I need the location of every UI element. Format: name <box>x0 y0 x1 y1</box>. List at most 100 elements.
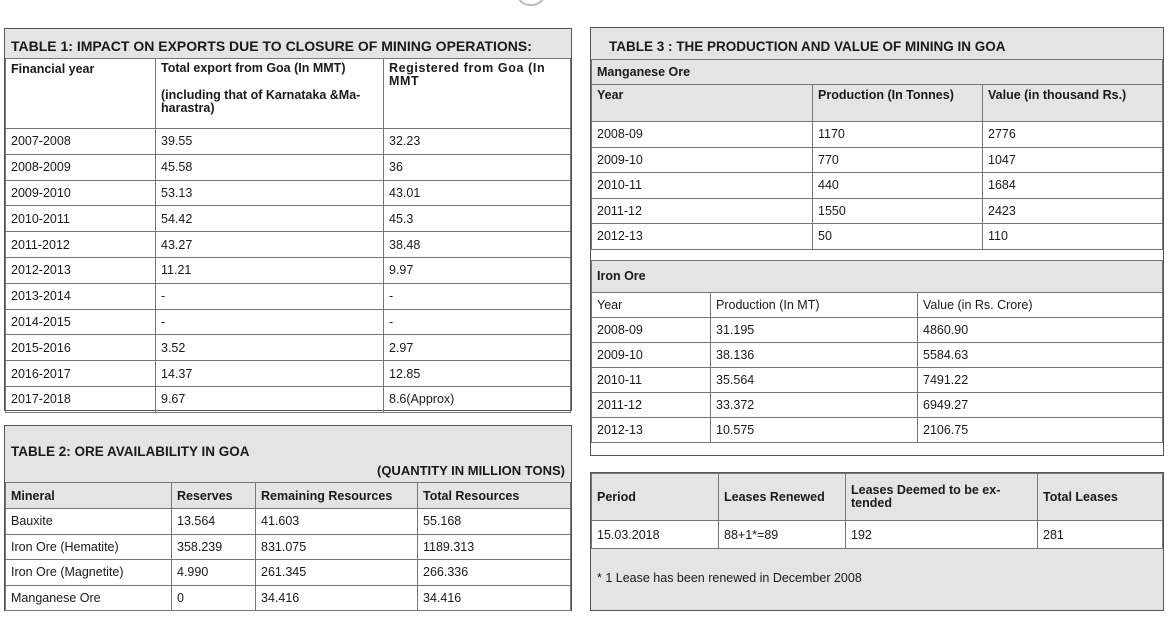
table1-cell: - <box>383 308 571 336</box>
table1-cell: 2013-2014 <box>5 282 156 310</box>
manganese-cell: 1170 <box>812 121 983 148</box>
table1-cell: 8.6(Approx) <box>383 385 571 413</box>
iron-header-row: Year Production (In MT) Value (in Rs. Cr… <box>591 291 1163 318</box>
iron-cell: 35.564 <box>710 366 918 393</box>
table1-cell: 12.85 <box>383 360 571 387</box>
manganese-cell: 1684 <box>982 172 1163 199</box>
iron-cell: 38.136 <box>710 341 918 368</box>
manganese-cell: 2423 <box>982 197 1163 224</box>
table1-header-total: Total export from Goa (In MMT) (includin… <box>155 58 384 129</box>
manganese-label-row: Manganese Ore <box>591 59 1163 85</box>
table2-header-cell: Reserves <box>171 482 256 509</box>
leases-period: 15.03.2018 <box>591 520 719 549</box>
leases-footnote: * 1 Lease has been renewed in December 2… <box>597 571 862 585</box>
table1-cell: 36 <box>383 153 571 181</box>
table1-cell: 2007-2008 <box>5 128 156 155</box>
table1-cell: 2014-2015 <box>5 308 156 336</box>
table1-cell: - <box>155 308 384 336</box>
table1-cell: 2010-2011 <box>5 205 156 233</box>
leases-header-renewed: Leases Renewed <box>718 473 846 521</box>
table2-cell: 41.603 <box>255 508 418 535</box>
table3-spacer <box>591 250 1163 260</box>
table2-title: TABLE 2: ORE AVAILABILITY IN GOA <box>11 444 250 459</box>
iron-row: 2011-12 33.372 6949.27 <box>591 391 1163 418</box>
table1-cell: - <box>383 282 571 310</box>
iron-body: 2008-09 31.195 4860.90 2009-10 38.136 5584.63… <box>591 316 1163 443</box>
table1-row: 2008-2009 45.58 36 <box>5 153 571 181</box>
table1-cell: 14.37 <box>155 360 384 387</box>
leases-total: 281 <box>1037 520 1163 549</box>
table1: Financial year Total export from Goa (In… <box>5 58 571 413</box>
iron-header-year: Year <box>591 291 711 318</box>
manganese-header-year: Year <box>591 84 813 122</box>
iron-cell: 2012-13 <box>591 416 711 443</box>
table1-cell: - <box>155 282 384 310</box>
iron-cell: 4860.90 <box>917 316 1163 343</box>
table1-row: 2009-2010 53.13 43.01 <box>5 179 571 207</box>
table2-cell: 55.168 <box>417 508 571 535</box>
table1-cell: 53.13 <box>155 179 384 207</box>
table2-cell: Bauxite <box>5 508 172 535</box>
table2-cell: Iron Ore (Magnetite) <box>5 559 172 586</box>
table2-row: Iron Ore (Magnetite) 4.990 261.345 266.336 <box>5 559 571 586</box>
table1-cell: 32.23 <box>383 128 571 155</box>
table1-header-row: Financial year Total export from Goa (In… <box>5 58 571 129</box>
iron-cell: 2008-09 <box>591 316 711 343</box>
manganese-header-value: Value (in thousand Rs.) <box>982 84 1163 122</box>
leases-table: Period Leases Renewed Leases Deemed to b… <box>591 473 1163 549</box>
table2: Mineral Reserves Remaining Resources Total … <box>5 482 571 611</box>
table1-row: 2017-2018 9.67 8.6(Approx) <box>5 385 571 413</box>
manganese-row: 2011-12 1550 2423 <box>591 197 1163 224</box>
table2-panel: TABLE 2: ORE AVAILABILITY IN GOA (QUANTI… <box>4 425 572 611</box>
table1-cell: 2017-2018 <box>5 385 156 413</box>
manganese-row: 2010-11 440 1684 <box>591 172 1163 199</box>
table1-body: 2007-2008 39.55 32.23 2008-2009 45.58 36 2009-… <box>5 128 571 413</box>
table2-unit: (QUANTITY IN MILLION TONS) <box>376 463 565 478</box>
manganese-cell: 1047 <box>982 146 1163 173</box>
table1-row: 2007-2008 39.55 32.23 <box>5 128 571 155</box>
table1-row: 2014-2015- - <box>5 308 571 336</box>
table1-cell: 2015-2016 <box>5 334 156 362</box>
manganese-cell: 440 <box>812 172 983 199</box>
leases-header-total: Total Leases <box>1037 473 1163 521</box>
decorative-curve <box>516 0 546 6</box>
table2-cell: Iron Ore (Hematite) <box>5 533 172 560</box>
manganese-cell: 1550 <box>812 197 983 224</box>
iron-header-value: Value (in Rs. Crore) <box>917 291 1163 318</box>
table2-cell: 831.075 <box>255 533 418 560</box>
table1-cell: 39.55 <box>155 128 384 155</box>
iron-cell: 2010-11 <box>591 366 711 393</box>
manganese-cell: 2009-10 <box>591 146 813 173</box>
table1-cell: 9.97 <box>383 256 571 284</box>
manganese-label: Manganese Ore <box>591 59 1163 85</box>
manganese-body: 2008-09 1170 2776 2009-10 770 1047 2010-11 440 1… <box>591 121 1163 250</box>
iron-cell: 33.372 <box>710 391 918 418</box>
iron-row: 2012-13 10.575 2106.75 <box>591 416 1163 443</box>
iron-label-row: Iron Ore <box>591 259 1163 293</box>
table1-title: TABLE 1: IMPACT ON EXPORTS DUE TO CLOSUR… <box>5 29 571 58</box>
manganese-cell: 2776 <box>982 121 1163 148</box>
iron-cell: 5584.63 <box>917 341 1163 368</box>
table3-iron: Iron Ore Year Production (In MT) Value (… <box>591 259 1163 443</box>
leases-header-period: Period <box>591 473 719 521</box>
table2-header-row: Mineral Reserves Remaining Resources Total … <box>5 482 571 509</box>
table1-header-total-label: Total export from Goa (In MMT) <box>161 61 346 75</box>
manganese-row: 2008-09 1170 2776 <box>591 121 1163 148</box>
iron-cell: 2011-12 <box>591 391 711 418</box>
table2-row: Iron Ore (Hematite) 358.239 831.075 1189.31… <box>5 533 571 560</box>
table2-row: Manganese Ore 0 34.416 34.416 <box>5 584 571 611</box>
table1-cell: 2016-2017 <box>5 360 156 387</box>
iron-cell: 2009-10 <box>591 341 711 368</box>
manganese-cell: 2011-12 <box>591 197 813 224</box>
iron-cell: 2106.75 <box>917 416 1163 443</box>
table2-title-block: TABLE 2: ORE AVAILABILITY IN GOA (QUANTI… <box>5 426 571 482</box>
table2-body: Mineral Reserves Remaining Resources Total … <box>5 482 571 611</box>
manganese-row: 2012-13 50 110 <box>591 223 1163 250</box>
table2-row: Bauxite 13.564 41.603 55.168 <box>5 508 571 535</box>
iron-header-production: Production (In MT) <box>710 291 918 318</box>
manganese-cell: 2008-09 <box>591 121 813 148</box>
table1-row: 2011-2012 43.27 38.48 <box>5 231 571 258</box>
table2-header-cell: Mineral <box>5 482 172 509</box>
table1-cell: 54.42 <box>155 205 384 233</box>
table1-header-total-note: (including that of Karnataka &Ma-harastr… <box>161 88 361 115</box>
